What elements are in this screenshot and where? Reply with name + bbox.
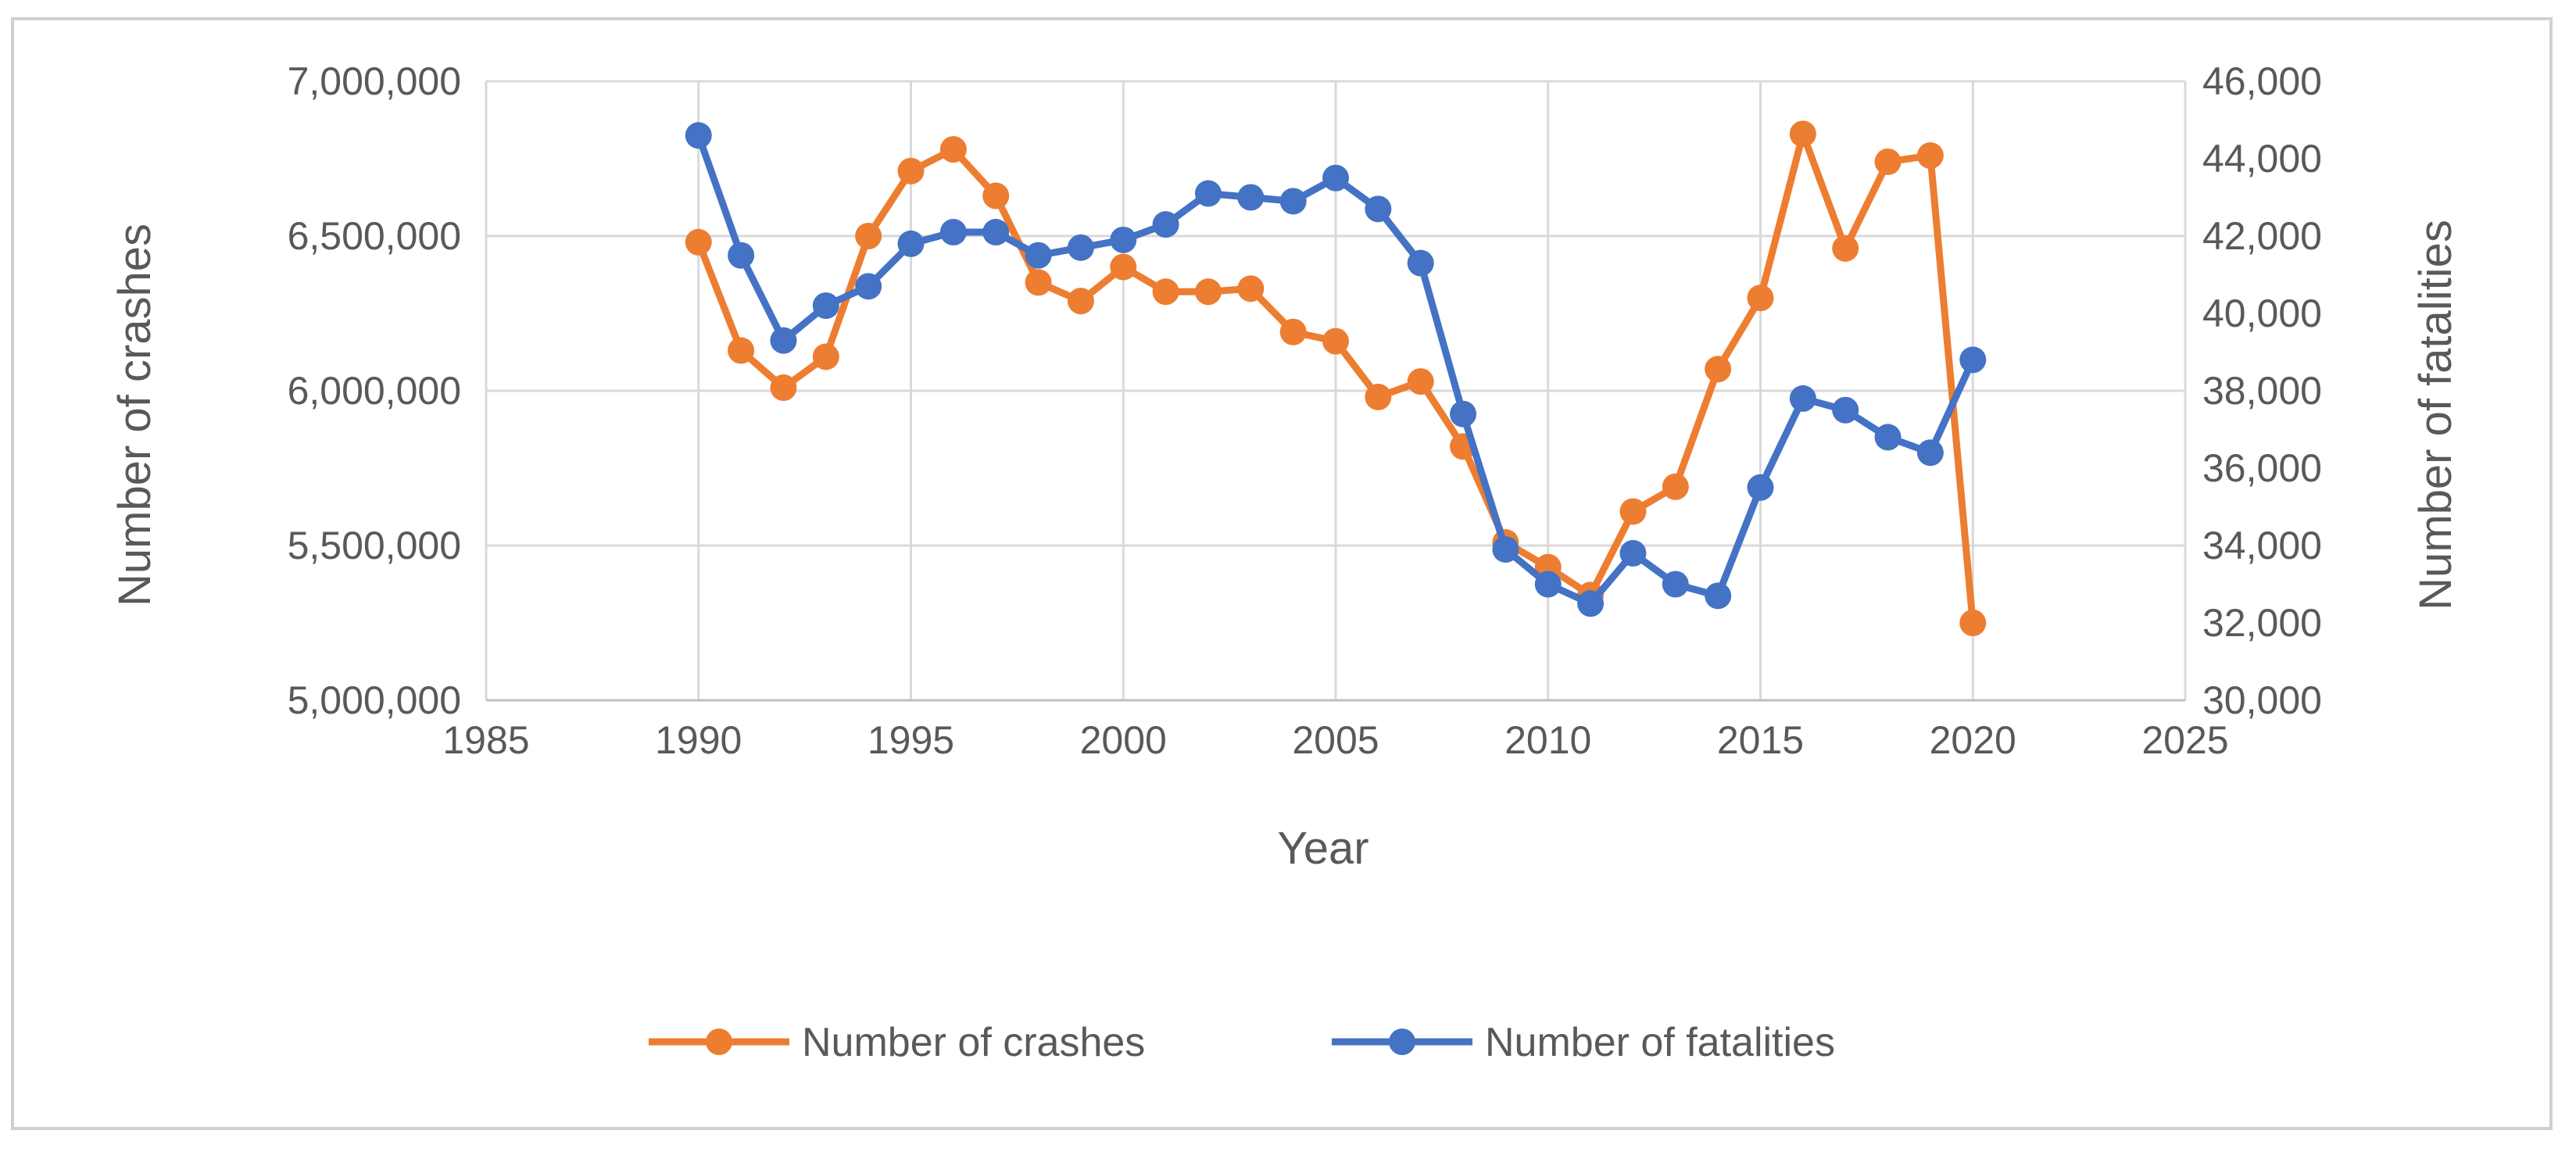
data-point xyxy=(1916,439,1944,467)
left-y-axis-title: Number of crashes xyxy=(109,224,160,606)
data-point xyxy=(1279,318,1307,345)
right-y-tick-label: 34,000 xyxy=(2202,524,2322,567)
data-point xyxy=(1832,396,1859,424)
data-point xyxy=(1407,368,1434,395)
legend-label-fatalities: Number of fatalities xyxy=(1485,1020,1835,1065)
x-tick-label: 1995 xyxy=(868,718,954,762)
x-tick-label: 1985 xyxy=(442,718,529,762)
data-point xyxy=(1662,571,1689,598)
data-point xyxy=(1025,269,1052,296)
legend: Number of crashes Number of fatalities xyxy=(649,1020,1835,1065)
right-y-tick-label: 32,000 xyxy=(2202,601,2322,645)
data-point xyxy=(728,241,755,269)
legend-label-crashes: Number of crashes xyxy=(802,1020,1145,1065)
x-axis-ticks: 1985 1990 1995 2000 2005 2010 2015 2020 2025 xyxy=(442,718,2228,762)
data-point xyxy=(1194,278,1222,306)
data-point xyxy=(770,374,797,402)
left-y-tick-label: 5,500,000 xyxy=(288,524,461,567)
series xyxy=(685,120,1987,636)
right-y-tick-label: 42,000 xyxy=(2202,214,2322,258)
right-y-tick-label: 38,000 xyxy=(2202,369,2322,413)
legend-item-fatalities: Number of fatalities xyxy=(1332,1020,1835,1065)
left-y-tick-label: 6,000,000 xyxy=(288,369,461,413)
right-y-tick-label: 30,000 xyxy=(2202,678,2322,722)
data-point xyxy=(939,219,967,246)
data-point xyxy=(1322,164,1349,191)
data-point xyxy=(1407,249,1434,277)
data-point xyxy=(1450,400,1477,428)
chart-frame: 5,000,000 5,500,000 6,000,000 6,500,000 7,00… xyxy=(11,17,2553,1130)
data-point xyxy=(1832,234,1859,262)
x-tick-label: 2005 xyxy=(1292,718,1379,762)
data-point xyxy=(1789,120,1816,148)
data-point xyxy=(1110,226,1137,253)
data-point xyxy=(855,223,882,249)
right-y-axis-title: Number of fatalities xyxy=(2410,220,2461,610)
right-y-tick-label: 44,000 xyxy=(2202,137,2322,181)
data-point xyxy=(1237,275,1265,302)
data-point xyxy=(1067,288,1094,315)
data-point xyxy=(1662,473,1689,500)
x-tick-label: 1990 xyxy=(655,718,742,762)
legend-swatch-marker xyxy=(1389,1029,1415,1055)
data-point xyxy=(1916,142,1944,170)
data-point xyxy=(1110,253,1137,281)
data-point xyxy=(728,337,755,364)
data-point xyxy=(1874,424,1902,451)
data-point xyxy=(897,157,925,184)
series-number-of-fatalities xyxy=(685,122,1987,617)
data-point xyxy=(1365,195,1392,223)
line-chart: 5,000,000 5,500,000 6,000,000 6,500,000 7,00… xyxy=(109,59,2461,1065)
right-y-axis-ticks: 30,000 32,000 34,000 36,000 38,000 40,000 42,0… xyxy=(2202,59,2322,722)
data-point xyxy=(939,136,967,163)
x-tick-label: 2010 xyxy=(1504,718,1591,762)
data-point xyxy=(1619,539,1647,567)
gridlines xyxy=(485,80,2187,702)
data-point xyxy=(1322,327,1349,355)
data-point xyxy=(1959,610,1987,636)
x-tick-label: 2020 xyxy=(1930,718,2016,762)
data-point xyxy=(982,182,1010,209)
data-point xyxy=(1025,241,1052,269)
data-point xyxy=(855,273,882,300)
data-point xyxy=(1874,148,1902,175)
data-point xyxy=(1705,356,1732,383)
data-point xyxy=(770,327,797,354)
left-y-axis-ticks: 5,000,000 5,500,000 6,000,000 6,500,000 7,00… xyxy=(288,59,461,722)
data-point xyxy=(1194,180,1222,207)
data-point xyxy=(1534,571,1562,598)
data-point xyxy=(812,343,839,370)
data-point xyxy=(1279,188,1307,215)
left-y-tick-label: 7,000,000 xyxy=(288,59,461,103)
left-y-tick-label: 5,000,000 xyxy=(288,678,461,722)
data-point xyxy=(1492,535,1519,563)
data-point xyxy=(1705,582,1732,610)
right-y-tick-label: 40,000 xyxy=(2202,292,2322,335)
data-point xyxy=(1067,234,1094,261)
x-tick-label: 2000 xyxy=(1080,718,1167,762)
right-y-tick-label: 46,000 xyxy=(2202,59,2322,103)
data-point xyxy=(1237,184,1265,211)
x-tick-label: 2025 xyxy=(2141,718,2228,762)
data-point xyxy=(1789,385,1816,412)
data-point xyxy=(812,292,839,320)
x-tick-label: 2015 xyxy=(1717,718,1804,762)
data-point xyxy=(1365,383,1392,410)
right-y-tick-label: 36,000 xyxy=(2202,446,2322,490)
data-point xyxy=(897,230,925,257)
data-point xyxy=(1577,590,1605,617)
data-point xyxy=(1747,474,1774,501)
data-point xyxy=(1152,211,1179,238)
legend-swatch-marker xyxy=(706,1029,732,1055)
left-y-tick-label: 6,500,000 xyxy=(288,214,461,258)
legend-item-crashes: Number of crashes xyxy=(649,1020,1145,1065)
data-point xyxy=(1152,278,1179,306)
data-point xyxy=(685,122,712,149)
data-point xyxy=(685,228,712,256)
data-point xyxy=(1959,346,1987,374)
data-point xyxy=(1619,498,1647,525)
data-point xyxy=(982,219,1010,246)
data-point xyxy=(1747,284,1774,312)
x-axis-title: Year xyxy=(1277,823,1368,874)
